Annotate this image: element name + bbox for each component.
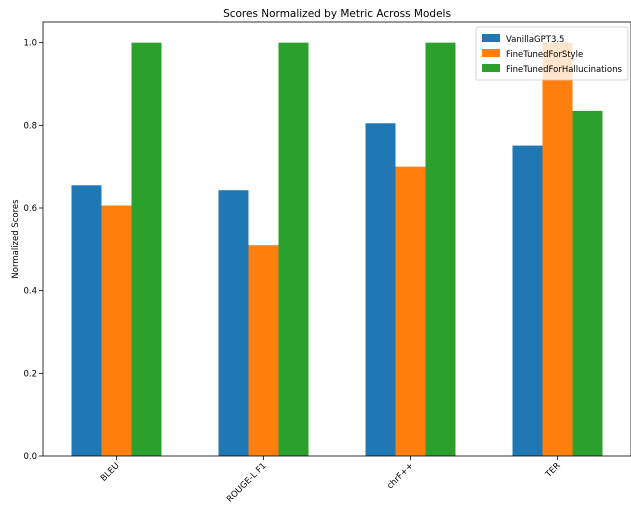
legend-label: VanillaGPT3.5 (506, 35, 564, 45)
y-tick-label: 0.8 (23, 121, 37, 131)
bar-FineTunedForHallucinations-TER (572, 110, 603, 456)
legend-label: FineTunedForStyle (506, 50, 583, 60)
bar-FineTunedForHallucinations-chrF++ (425, 42, 456, 457)
x-axis-ticks: BLEU ROUGE-L F1 chrF++ TER (99, 456, 563, 505)
legend-label: FineTunedForHallucinations (506, 65, 622, 75)
legend-swatch (482, 64, 500, 72)
y-tick-label: 0.2 (23, 369, 37, 379)
x-tick-label: ROUGE-L F1 (225, 461, 269, 504)
y-axis-ticks: 0.0 0.2 0.4 0.6 0.8 1.0 (23, 39, 43, 462)
bar-FineTunedForStyle-ROUGE-L F1 (248, 245, 279, 456)
y-tick-label: 0.6 (23, 204, 37, 214)
legend-box (475, 26, 629, 81)
bars-group (71, 42, 603, 457)
bar-FineTunedForHallucinations-BLEU (131, 42, 162, 457)
bar-VanillaGPT3.5-chrF++ (365, 123, 396, 457)
y-axis-title: Normalized Scores (11, 199, 21, 279)
bar-FineTunedForStyle-chrF++ (395, 166, 426, 456)
legend: VanillaGPT3.5 FineTunedForStyle FineTunedF… (475, 26, 629, 81)
bar-FineTunedForStyle-BLEU (101, 205, 132, 456)
legend-swatch (482, 49, 500, 57)
plot-frame (42, 21, 631, 457)
x-tick-label: chrF++ (385, 461, 415, 491)
bar-FineTunedForHallucinations-ROUGE-L F1 (278, 42, 309, 457)
x-tick-label: BLEU (99, 461, 122, 484)
y-tick-label: 0.4 (23, 287, 37, 297)
bar-FineTunedForStyle-TER (542, 42, 573, 457)
chart-title: Scores Normalized by Metric Across Model… (223, 8, 451, 20)
y-tick-label: 1.0 (23, 39, 37, 49)
x-tick-label: TER (543, 461, 562, 480)
legend-swatch (482, 34, 500, 42)
bar-VanillaGPT3.5-TER (512, 145, 543, 456)
y-tick-label: 0.0 (23, 452, 37, 462)
bar-VanillaGPT3.5-ROUGE-L F1 (218, 190, 249, 456)
bar-VanillaGPT3.5-BLEU (71, 185, 102, 456)
